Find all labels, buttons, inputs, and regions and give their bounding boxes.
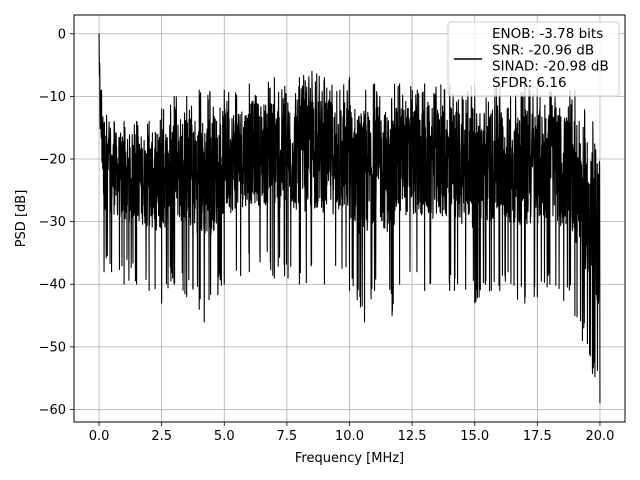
y-axis-label: PSD [dB] — [14, 190, 29, 248]
legend: ENOB: -3.78 bits SNR: -20.96 dB SINAD: -… — [447, 21, 620, 97]
y-tick-label: −20 — [39, 153, 66, 168]
psd-line — [98, 33, 601, 404]
y-tick-label: −40 — [39, 278, 66, 293]
x-tick-label: 17.5 — [523, 429, 552, 444]
legend-enob: ENOB: -3.78 bits — [492, 26, 603, 42]
psd-trace — [98, 33, 601, 404]
y-tick-label: −60 — [39, 403, 66, 418]
legend-sfdr: SFDR: 6.16 — [492, 75, 567, 91]
legend-sinad: SINAD: -20.98 dB — [492, 59, 609, 75]
x-tick-label: 5.0 — [214, 429, 235, 444]
y-tick-label: 0 — [58, 27, 66, 42]
x-tick-label: 15.0 — [460, 429, 489, 444]
x-tick-label: 0.0 — [89, 429, 110, 444]
legend-snr: SNR: -20.96 dB — [492, 42, 594, 58]
y-tick-label: −30 — [39, 215, 66, 230]
y-tick-label: −10 — [39, 90, 66, 105]
legend-box — [447, 21, 620, 97]
x-axis-ticks: 0.0 2.5 5.0 7.5 10.0 12.5 15.0 17.5 20.0 — [89, 422, 614, 444]
x-tick-label: 12.5 — [398, 429, 427, 444]
x-tick-label: 7.5 — [277, 429, 298, 444]
y-axis-ticks: 0 −10 −20 −30 −40 −50 −60 — [39, 27, 74, 418]
x-tick-label: 2.5 — [151, 429, 172, 444]
y-tick-label: −50 — [39, 340, 66, 355]
x-axis-label: Frequency [MHz] — [295, 451, 404, 466]
x-tick-label: 20.0 — [585, 429, 614, 444]
x-tick-label: 10.0 — [335, 429, 364, 444]
